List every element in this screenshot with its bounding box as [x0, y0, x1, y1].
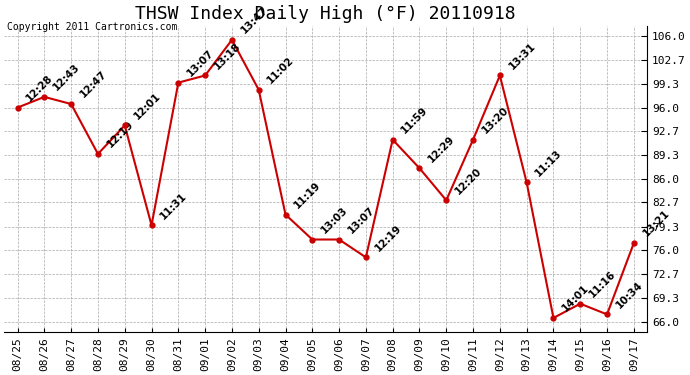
Text: 12:19: 12:19: [105, 119, 135, 150]
Text: 11:16: 11:16: [587, 269, 618, 300]
Text: 11:59: 11:59: [400, 105, 430, 135]
Text: 12:20: 12:20: [453, 166, 484, 196]
Text: 13:21: 13:21: [641, 209, 671, 239]
Text: 12:43: 12:43: [51, 62, 82, 93]
Text: 12:01: 12:01: [132, 91, 162, 121]
Text: Copyright 2011 Cartronics.com: Copyright 2011 Cartronics.com: [7, 22, 177, 32]
Text: 12:29: 12:29: [426, 134, 457, 164]
Text: 11:31: 11:31: [159, 190, 189, 221]
Text: 13:47: 13:47: [239, 5, 270, 36]
Text: 13:20: 13:20: [480, 105, 511, 135]
Text: 14:01: 14:01: [560, 283, 591, 314]
Title: THSW Index Daily High (°F) 20110918: THSW Index Daily High (°F) 20110918: [135, 4, 516, 22]
Text: 11:02: 11:02: [266, 55, 296, 86]
Text: 11:13: 11:13: [533, 148, 564, 178]
Text: 13:07: 13:07: [346, 205, 377, 236]
Text: 12:19: 12:19: [373, 223, 403, 253]
Text: 13:18: 13:18: [212, 41, 243, 71]
Text: 13:07: 13:07: [186, 48, 216, 78]
Text: 12:28: 12:28: [25, 73, 55, 104]
Text: 13:03: 13:03: [319, 205, 350, 236]
Text: 11:19: 11:19: [293, 180, 323, 210]
Text: 13:31: 13:31: [506, 41, 538, 71]
Text: 10:34: 10:34: [614, 280, 644, 310]
Text: 12:47: 12:47: [78, 69, 109, 100]
